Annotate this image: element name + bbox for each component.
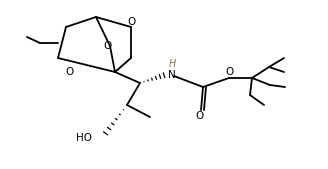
Text: O: O xyxy=(196,111,204,121)
Text: H: H xyxy=(168,59,176,69)
Text: N: N xyxy=(168,70,176,80)
Text: O: O xyxy=(104,41,112,51)
Text: O: O xyxy=(65,67,73,77)
Text: O: O xyxy=(225,67,233,77)
Text: O: O xyxy=(128,17,136,27)
Text: HO: HO xyxy=(76,133,92,143)
